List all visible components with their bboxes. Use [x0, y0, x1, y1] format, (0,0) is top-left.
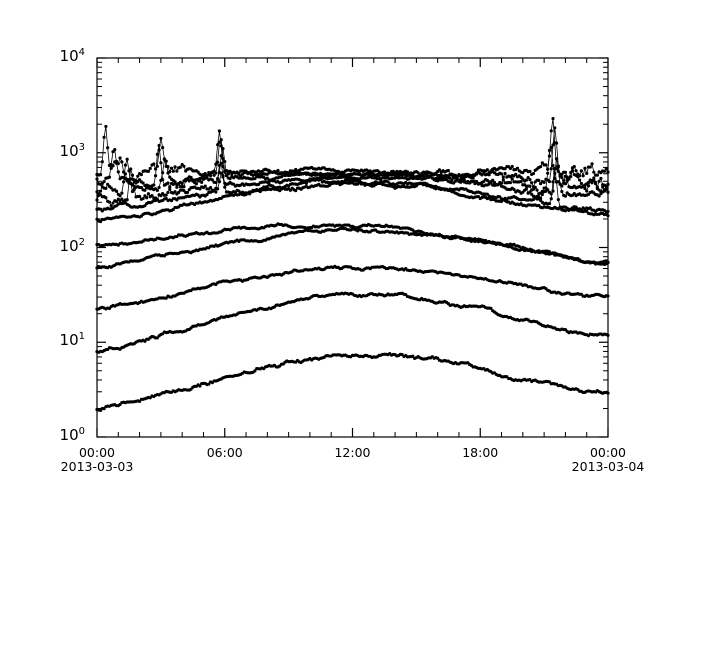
y-tick-label-102: 102	[59, 236, 85, 255]
x-tick-label-0: 00:00 2013-03-03	[60, 445, 134, 474]
x-tick-label-3: 18:00	[462, 445, 499, 460]
axes-layer	[96, 57, 609, 438]
series-markers-trace-11	[95, 352, 610, 413]
series-markers-trace-9	[95, 264, 610, 311]
y-tick-label-103: 103	[59, 141, 85, 160]
x-tick-label-2: 12:00	[334, 445, 371, 460]
x-tick-label-4: 00:00 2013-03-04	[571, 445, 645, 474]
series-markers-trace-10	[95, 291, 610, 354]
series-markers-trace-6	[95, 180, 610, 224]
y-tick-label-100: 100	[59, 426, 85, 444]
y-tick-label-104: 104	[59, 47, 85, 65]
series-markers-trace-7	[95, 222, 610, 267]
series-layer	[95, 116, 610, 413]
series-markers-trace-8	[95, 226, 610, 270]
x-tick-label-1: 06:00	[206, 445, 243, 460]
y-tick-label-101: 101	[59, 331, 85, 350]
